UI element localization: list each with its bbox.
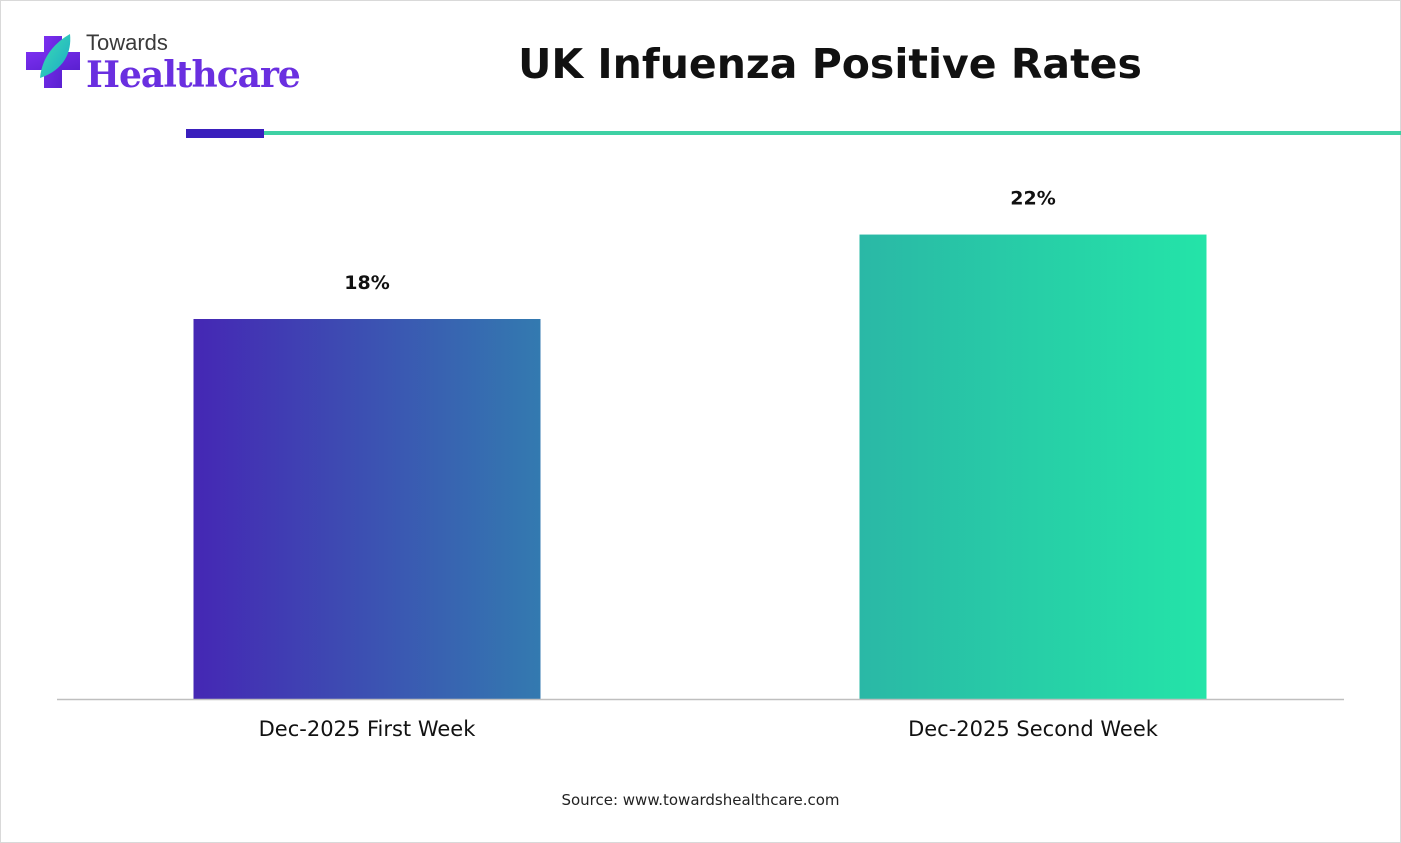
brand-logo: Towards Healthcare xyxy=(26,30,301,100)
title-rule-accent xyxy=(186,129,264,138)
data-label-2: 22% xyxy=(1010,188,1055,210)
chart-title: UK Infuenza Positive Rates xyxy=(518,40,1142,88)
brand-name-bottom: Healthcare xyxy=(86,54,301,96)
bar-1 xyxy=(193,319,541,699)
data-label-1: 18% xyxy=(344,272,389,294)
title-rule-line xyxy=(264,131,1401,135)
bar-2 xyxy=(859,234,1207,700)
x-tick-label-2: Dec-2025 Second Week xyxy=(908,717,1159,741)
source-note: Source: www.towardshealthcare.com xyxy=(561,791,840,809)
brand-name-top: Towards xyxy=(86,30,168,55)
x-tick-label-1: Dec-2025 First Week xyxy=(259,717,477,741)
medical-cross-leaf-icon xyxy=(26,34,80,88)
